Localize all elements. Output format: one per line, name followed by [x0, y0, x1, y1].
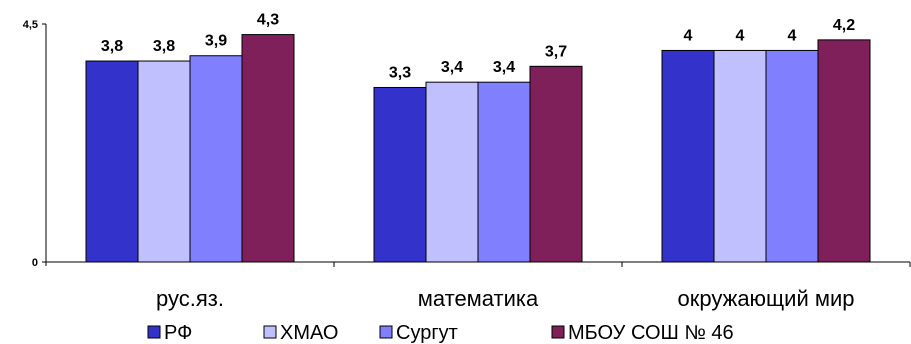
bar-4-3 — [817, 39, 871, 263]
bar-1-2 — [373, 86, 427, 263]
y-tick-label: 4,5 — [23, 19, 38, 31]
bar-1-1 — [85, 60, 139, 263]
legend-swatch — [263, 325, 277, 339]
bar-3-1 — [189, 55, 243, 263]
x-tick-label: рус.яз. — [156, 286, 224, 311]
x-tick-label: окружающий мир — [678, 286, 855, 311]
chart-data-labels: 3,8 3,8 3,9 4,3 3,3 3,4 3,4 3,7 4 4 4 4,2 — [101, 12, 855, 82]
bar-2-3 — [713, 49, 767, 263]
data-label: 3,8 — [153, 38, 175, 55]
data-label: 3,4 — [493, 59, 515, 76]
legend-label: РФ — [164, 322, 192, 344]
chart-category-labels: рус.яз. математика окружающий мир — [156, 286, 854, 311]
bar-3-3 — [765, 49, 819, 263]
legend-label: МБОУ СОШ № 46 — [568, 322, 734, 344]
legend-swatch — [551, 325, 565, 339]
data-label: 4,3 — [257, 12, 279, 29]
legend-label: ХМАО — [280, 322, 338, 344]
data-label: 4 — [736, 27, 745, 44]
data-label: 4 — [788, 27, 797, 44]
bar-2-2 — [425, 81, 479, 263]
data-label: 3,9 — [205, 33, 227, 50]
legend-swatch — [147, 325, 161, 339]
bar-2-1 — [137, 60, 191, 263]
data-label: 3,7 — [545, 43, 567, 60]
legend-label: Сургут — [396, 322, 458, 344]
chart-legend: РФ ХМАО Сургут МБОУ СОШ № 46 — [147, 322, 734, 344]
bar-4-1 — [241, 34, 295, 263]
bar-1-3 — [661, 49, 715, 263]
data-label: 4,2 — [833, 17, 855, 34]
data-label: 3,8 — [101, 38, 123, 55]
chart-bars — [85, 34, 871, 263]
data-label: 3,4 — [441, 59, 463, 76]
legend-swatch — [379, 325, 393, 339]
data-label: 3,3 — [389, 64, 411, 81]
bar-3-2 — [477, 81, 531, 263]
bar-4-2 — [529, 65, 583, 263]
data-label: 4 — [684, 27, 693, 44]
x-tick-label: математика — [418, 286, 539, 311]
y-tick-label: 0 — [32, 257, 38, 269]
